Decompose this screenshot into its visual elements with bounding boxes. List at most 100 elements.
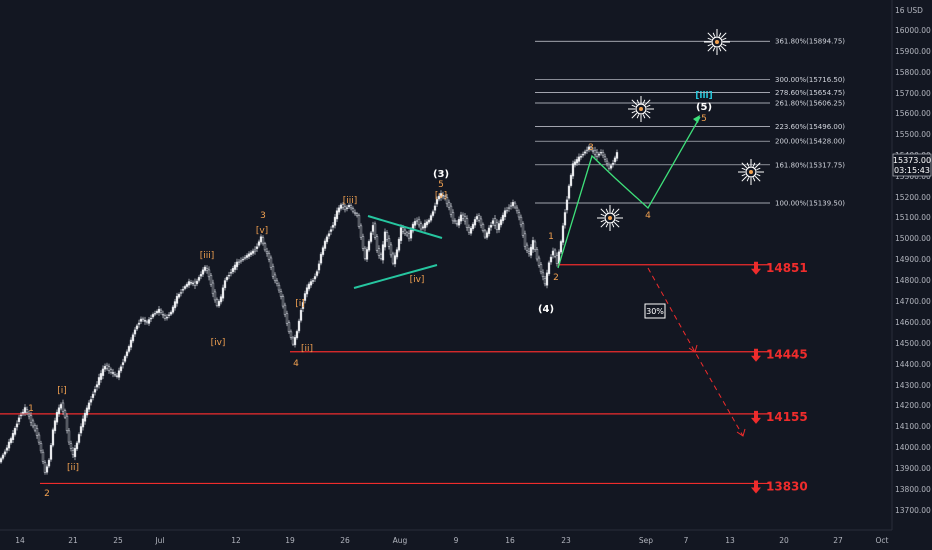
x-tick-label: Sep (639, 536, 653, 545)
candle-body (469, 228, 473, 234)
candle-body (71, 450, 75, 455)
candle-body (395, 249, 399, 258)
candle-body (441, 195, 445, 197)
candle-body (293, 337, 297, 346)
candle-body (265, 251, 269, 254)
candle-body (19, 414, 23, 417)
candle-body (463, 216, 467, 222)
sun-ray (754, 175, 761, 182)
candle-body (403, 229, 407, 234)
wave-label: 2 (44, 489, 50, 499)
candle-body (257, 241, 261, 246)
y-tick-label: 15200.00 (895, 193, 931, 202)
sun-ray (756, 167, 761, 171)
candle-body (207, 269, 211, 278)
arrow-down-icon (751, 261, 761, 275)
candle-body (339, 204, 343, 209)
candle-body (609, 165, 613, 169)
candle-body (389, 244, 393, 256)
candle-body (83, 412, 87, 422)
candle-body (15, 423, 19, 428)
sun-ray (741, 175, 748, 182)
candle-body (357, 215, 361, 227)
candle-body (335, 210, 339, 220)
sun-ray (605, 208, 609, 213)
candle-body (11, 432, 15, 440)
sun-ray (636, 114, 640, 119)
sun-ray (642, 114, 646, 119)
candle-body (421, 226, 425, 229)
candle-body (473, 219, 477, 226)
candle-body (351, 208, 355, 212)
candle-body (89, 399, 93, 403)
candle-body (365, 249, 369, 260)
sun-ray (712, 47, 716, 52)
candle-body (341, 204, 345, 208)
wave-label: 4 (293, 359, 299, 369)
sun-ray (611, 223, 615, 228)
candle-body (481, 224, 485, 232)
candle-body (289, 331, 293, 338)
candle-body (563, 212, 567, 226)
candle-body (429, 215, 433, 221)
candle-body (381, 244, 385, 261)
probability-box-frame (644, 303, 666, 319)
wave-label: [ii] (67, 463, 79, 473)
candle-body (127, 346, 131, 352)
current-price-box (892, 153, 932, 177)
candle-body (485, 232, 489, 238)
sun-ray (631, 112, 638, 119)
candle-body (433, 205, 437, 211)
sun-ray (722, 43, 727, 47)
candle-body (477, 215, 481, 221)
candle-body (229, 272, 233, 274)
candle-body (305, 287, 309, 295)
wave-label: [ii] (301, 344, 313, 354)
candle-body (121, 362, 125, 366)
candle-body (571, 163, 575, 177)
wave-label: (5) (696, 102, 712, 113)
y-tick-label: 15700.00 (895, 89, 931, 98)
candle-body (391, 253, 395, 264)
candle-body (585, 149, 589, 152)
candle-body (607, 164, 611, 169)
candle-body (5, 447, 9, 451)
candle-body (447, 201, 451, 208)
wave-label: 5 (438, 180, 444, 190)
candle-body (129, 339, 133, 348)
candle-body (243, 257, 247, 259)
candle-body (145, 321, 149, 323)
candle-body (311, 280, 315, 282)
sun-marker-icon (597, 205, 623, 231)
candle-body (181, 289, 185, 291)
candle-body (119, 366, 123, 372)
candle-body (459, 214, 463, 222)
countdown-label: 03:15:43 (894, 166, 930, 175)
sun-ray (631, 104, 636, 108)
candle-body (411, 223, 415, 232)
candle-body (217, 301, 221, 307)
candle-body (523, 233, 527, 247)
candle-body (555, 255, 559, 264)
candle-body (251, 250, 255, 254)
candle-body (599, 152, 603, 154)
candle-body (85, 407, 89, 416)
wave-label: [iii] (343, 196, 358, 206)
candle-body (551, 250, 555, 256)
sun-ray (707, 37, 712, 41)
candle-body (17, 417, 21, 423)
y-tick-label: 15600.00 (895, 109, 931, 118)
candle-body (545, 272, 549, 286)
sun-marker-icon (628, 96, 654, 122)
projection-arrowhead (693, 115, 700, 123)
y-tick-label: 16 USD (895, 6, 923, 15)
candle-body (321, 247, 325, 255)
support-level-label: 14851 (766, 261, 808, 275)
candle-body (135, 325, 139, 330)
fib-level-label: 261.80%(15606.25) (775, 100, 845, 108)
sun-ray (646, 110, 651, 114)
candle-body (359, 225, 363, 238)
y-tick-label: 14700.00 (895, 297, 931, 306)
candle-body (125, 351, 129, 357)
candle-body (87, 402, 91, 410)
